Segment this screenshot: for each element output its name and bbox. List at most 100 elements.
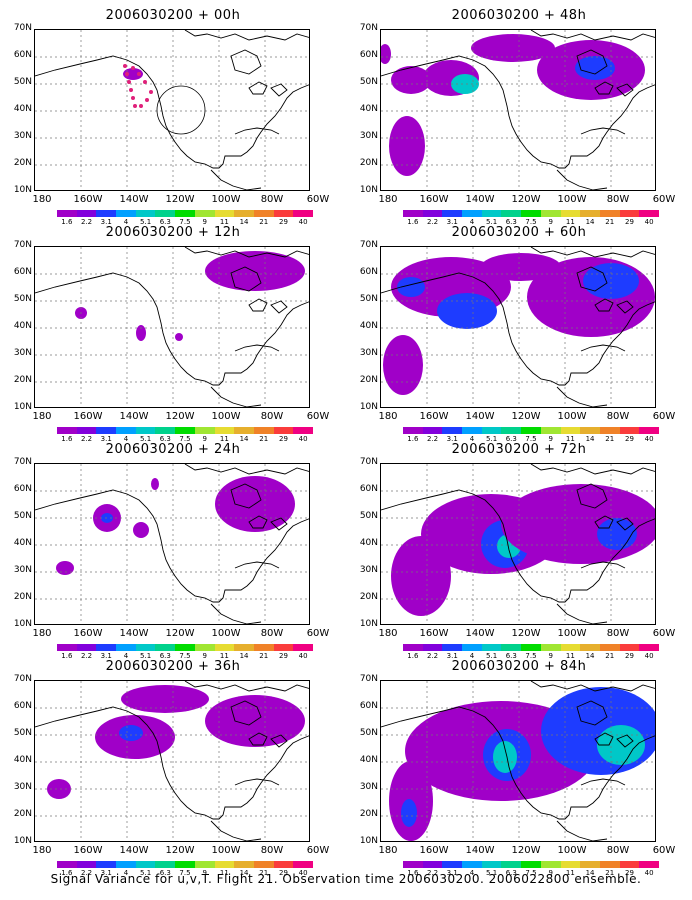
colorbar-swatch bbox=[481, 210, 502, 217]
colorbar bbox=[57, 210, 313, 217]
longitude-label: 140W bbox=[119, 628, 149, 639]
latitude-label: 50N bbox=[13, 77, 32, 87]
colorbar-label: 4 bbox=[469, 652, 475, 660]
coastline bbox=[580, 127, 626, 135]
flight-track-point bbox=[137, 72, 141, 76]
colorbar-label: 29 bbox=[278, 652, 288, 660]
colorbar-swatch bbox=[481, 644, 502, 651]
colorbar-swatch bbox=[462, 210, 482, 217]
latitude-label: 30N bbox=[359, 131, 378, 141]
latitude-label: 30N bbox=[13, 131, 32, 141]
coastline bbox=[381, 55, 655, 169]
colorbar-label: 7.5 bbox=[525, 869, 537, 877]
map-area bbox=[34, 246, 310, 408]
colorbar-swatch bbox=[96, 861, 117, 868]
coastline bbox=[35, 489, 309, 603]
coastline bbox=[230, 483, 262, 509]
colorbar bbox=[403, 644, 659, 651]
latitude-label: 70N bbox=[13, 240, 32, 250]
map-panel: 2006030200 + 00h 70N 60N 50N 40N 30N 20N 10N 180… bbox=[0, 8, 346, 226]
flight-track-point bbox=[123, 64, 127, 68]
coastline bbox=[576, 483, 608, 509]
colorbar-label: 1.6 bbox=[61, 869, 73, 877]
colorbar-swatch bbox=[194, 644, 215, 651]
coastline bbox=[234, 344, 280, 352]
colorbar-label: 1.6 bbox=[61, 435, 73, 443]
latitude-label: 60N bbox=[13, 484, 32, 494]
latitude-label: 30N bbox=[359, 348, 378, 358]
colorbar-swatch bbox=[639, 210, 659, 217]
variance-region bbox=[391, 536, 451, 616]
panel-title: 2006030200 + 36h bbox=[105, 659, 241, 674]
longitude-label: 100W bbox=[557, 845, 587, 856]
coastline bbox=[230, 700, 262, 726]
colorbar-label: 1.6 bbox=[61, 652, 73, 660]
colorbar-label: 7.5 bbox=[525, 652, 537, 660]
colorbar-label: 14 bbox=[239, 218, 249, 226]
longitude-label: 60W bbox=[652, 628, 676, 639]
latitude-label: 70N bbox=[359, 457, 378, 467]
colorbar-label: 5.1 bbox=[486, 218, 498, 226]
map-svg bbox=[381, 30, 655, 190]
colorbar-label: 40 bbox=[644, 652, 654, 660]
coastline bbox=[35, 706, 309, 820]
map-svg bbox=[35, 30, 309, 190]
colorbar-label: 9 bbox=[202, 869, 207, 877]
colorbar-label: 7.5 bbox=[179, 652, 191, 660]
coastline bbox=[184, 681, 309, 692]
latitude-label: 60N bbox=[359, 50, 378, 60]
colorbar-label: 14 bbox=[585, 869, 595, 877]
longitude-label: 180 bbox=[378, 411, 398, 422]
latitude-label: 40N bbox=[13, 321, 32, 331]
colorbar-label: 11 bbox=[219, 869, 229, 877]
latitude-label: 10N bbox=[359, 836, 378, 846]
longitude-label: 120W bbox=[165, 411, 195, 422]
colorbar-label: 6.3 bbox=[505, 218, 517, 226]
colorbar-label: 7.5 bbox=[179, 218, 191, 226]
panel-title: 2006030200 + 48h bbox=[451, 8, 587, 23]
figure-caption: Signal Variance for u,v,T. Flight 21. Ob… bbox=[50, 872, 642, 886]
variance-region bbox=[136, 325, 146, 341]
colorbar-swatch bbox=[194, 210, 215, 217]
variance-region bbox=[123, 68, 143, 80]
colorbar-swatch bbox=[76, 427, 97, 434]
colorbar bbox=[403, 861, 659, 868]
colorbar-swatch bbox=[599, 644, 620, 651]
colorbar-swatch bbox=[76, 644, 97, 651]
colorbar-label: 14 bbox=[585, 435, 595, 443]
colorbar-swatch bbox=[57, 644, 77, 651]
colorbar-swatch bbox=[639, 427, 659, 434]
longitude-label: 100W bbox=[557, 628, 587, 639]
colorbar-label: 5.1 bbox=[486, 652, 498, 660]
colorbar-swatch bbox=[580, 644, 600, 651]
latitude-label: 40N bbox=[359, 538, 378, 548]
map-svg bbox=[35, 464, 309, 624]
latitude-label: 50N bbox=[359, 294, 378, 304]
latitude-label: 70N bbox=[13, 23, 32, 33]
latitude-label: 60N bbox=[13, 267, 32, 277]
colorbar-label: 2.2 bbox=[80, 869, 93, 877]
coastline bbox=[594, 515, 634, 531]
colorbar-label: 3.1 bbox=[446, 435, 458, 443]
colorbar-swatch bbox=[442, 427, 463, 434]
colorbar-label: 3.1 bbox=[446, 652, 458, 660]
colorbar-label: 14 bbox=[239, 652, 249, 660]
flight-track-point bbox=[139, 104, 143, 108]
colorbar-label: 5.1 bbox=[486, 435, 498, 443]
variance-region bbox=[133, 522, 149, 538]
coastline bbox=[234, 561, 280, 569]
colorbar-swatch bbox=[175, 644, 195, 651]
colorbar-swatch bbox=[57, 427, 77, 434]
colorbar-swatch bbox=[253, 861, 274, 868]
map-svg bbox=[35, 681, 309, 841]
colorbar-swatch bbox=[403, 427, 423, 434]
colorbar-label: 1.6 bbox=[407, 652, 419, 660]
colorbar-swatch bbox=[580, 210, 600, 217]
latitude-label: 40N bbox=[359, 321, 378, 331]
coastline bbox=[230, 49, 262, 75]
latitude-label: 50N bbox=[359, 511, 378, 521]
colorbar-swatch bbox=[619, 427, 640, 434]
colorbar-swatch bbox=[155, 427, 176, 434]
colorbar-swatch bbox=[599, 427, 620, 434]
flight-track-point bbox=[145, 98, 149, 102]
